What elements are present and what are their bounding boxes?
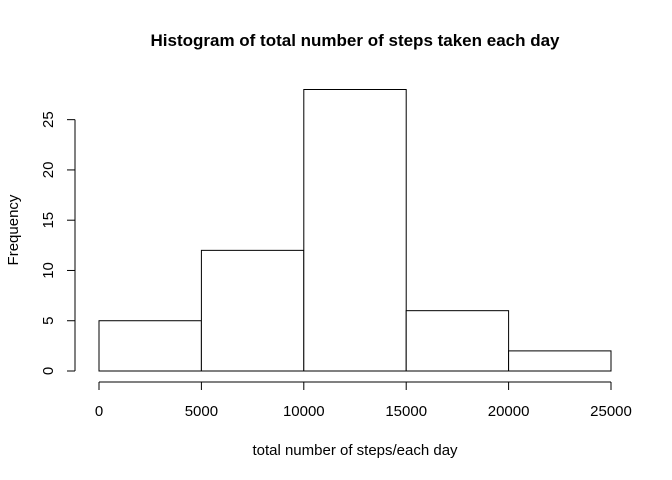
histogram-bar-1 xyxy=(200,249,305,372)
x-axis: 0 5000 10000 15000 20000 25000 xyxy=(95,381,632,420)
y-axis: 0 5 10 15 20 25 xyxy=(40,111,76,375)
y-axis-label: Frequency xyxy=(5,194,22,265)
x-tick-label: 20000 xyxy=(488,403,530,420)
x-tick-label: 25000 xyxy=(590,403,632,420)
y-tick-label: 10 xyxy=(40,262,57,279)
histogram-bar-0 xyxy=(98,320,202,372)
y-tick-label: 25 xyxy=(40,111,57,128)
bars-group xyxy=(98,89,612,372)
histogram-bar-2 xyxy=(303,89,407,372)
x-tick-label: 5000 xyxy=(185,403,218,420)
x-axis-label: total number of steps/each day xyxy=(252,442,458,459)
y-tick-label: 5 xyxy=(40,317,57,325)
y-tick-label: 20 xyxy=(40,162,57,179)
x-tick-label: 15000 xyxy=(385,403,427,420)
histogram-bar-4 xyxy=(508,350,612,372)
y-tick-label: 0 xyxy=(40,367,57,375)
y-tick-label: 15 xyxy=(40,212,57,229)
x-tick-label: 10000 xyxy=(283,403,325,420)
chart-title: Histogram of total number of steps taken… xyxy=(150,31,560,50)
histogram-bar-3 xyxy=(405,310,510,372)
x-tick-label: 0 xyxy=(95,403,103,420)
